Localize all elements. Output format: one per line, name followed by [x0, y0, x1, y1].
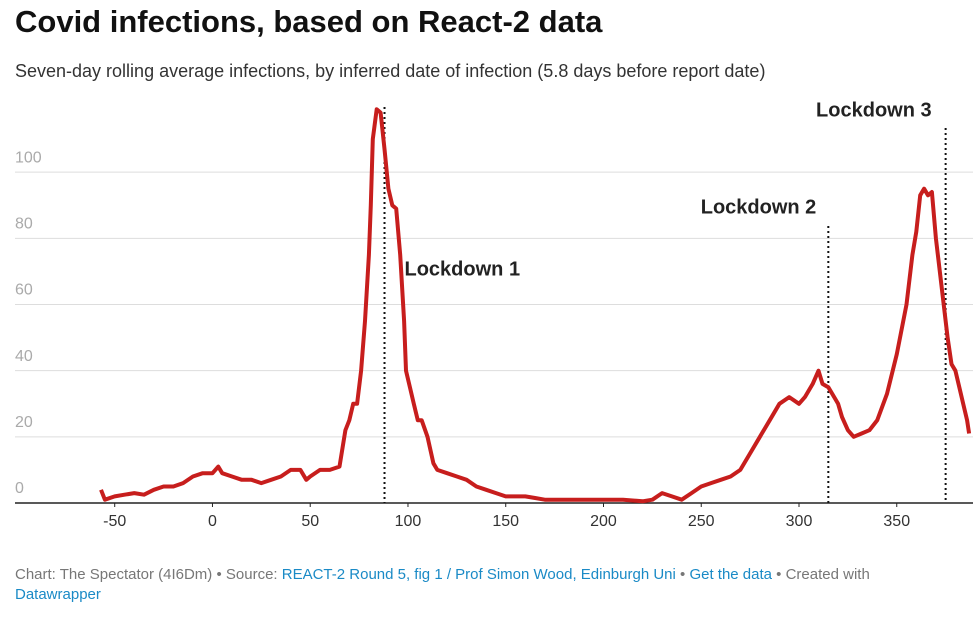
footer: Chart: The Spectator (4I6Dm) • Source: R…	[15, 565, 955, 605]
x-tick-label: 0	[208, 513, 217, 530]
data-line	[99, 107, 972, 504]
y-tick-label: 100	[15, 149, 42, 166]
x-tick-label: 50	[301, 513, 319, 530]
x-tick-label: 250	[688, 513, 715, 530]
annotation-label: Lockdown 2	[701, 196, 817, 218]
x-tick-label: 150	[492, 513, 519, 530]
y-tick-label: 60	[15, 282, 33, 299]
annotation-label: Lockdown 3	[816, 99, 932, 121]
chart-title: Covid infections, based on React-2 data	[15, 4, 603, 39]
x-tick-label: 200	[590, 513, 617, 530]
annotation-label: Lockdown 1	[405, 258, 521, 280]
y-tick-label: 80	[15, 216, 33, 233]
footer-text: • Created with	[772, 566, 874, 583]
x-tick-label: 300	[786, 513, 813, 530]
footer-link[interactable]: Datawrapper	[15, 586, 101, 603]
footer-link[interactable]: REACT-2 Round 5, fig 1 / Prof Simon Wood…	[281, 566, 676, 583]
chart: Covid infections, based on React-2 data …	[15, 4, 973, 530]
footer-text: •	[675, 566, 690, 583]
y-tick-label: 20	[15, 414, 33, 431]
y-tick-label: 0	[15, 480, 24, 497]
chart-subtitle: Seven-day rolling average infections, by…	[15, 61, 765, 81]
y-tick-label: 40	[15, 348, 33, 365]
x-tick-label: 100	[395, 513, 422, 530]
x-tick-label: 350	[883, 513, 910, 530]
footer-link[interactable]: Get the data	[689, 566, 772, 583]
x-tick-label: -50	[103, 513, 126, 530]
footer-text: Chart: The Spectator (4I6Dm) • Source:	[15, 566, 282, 583]
